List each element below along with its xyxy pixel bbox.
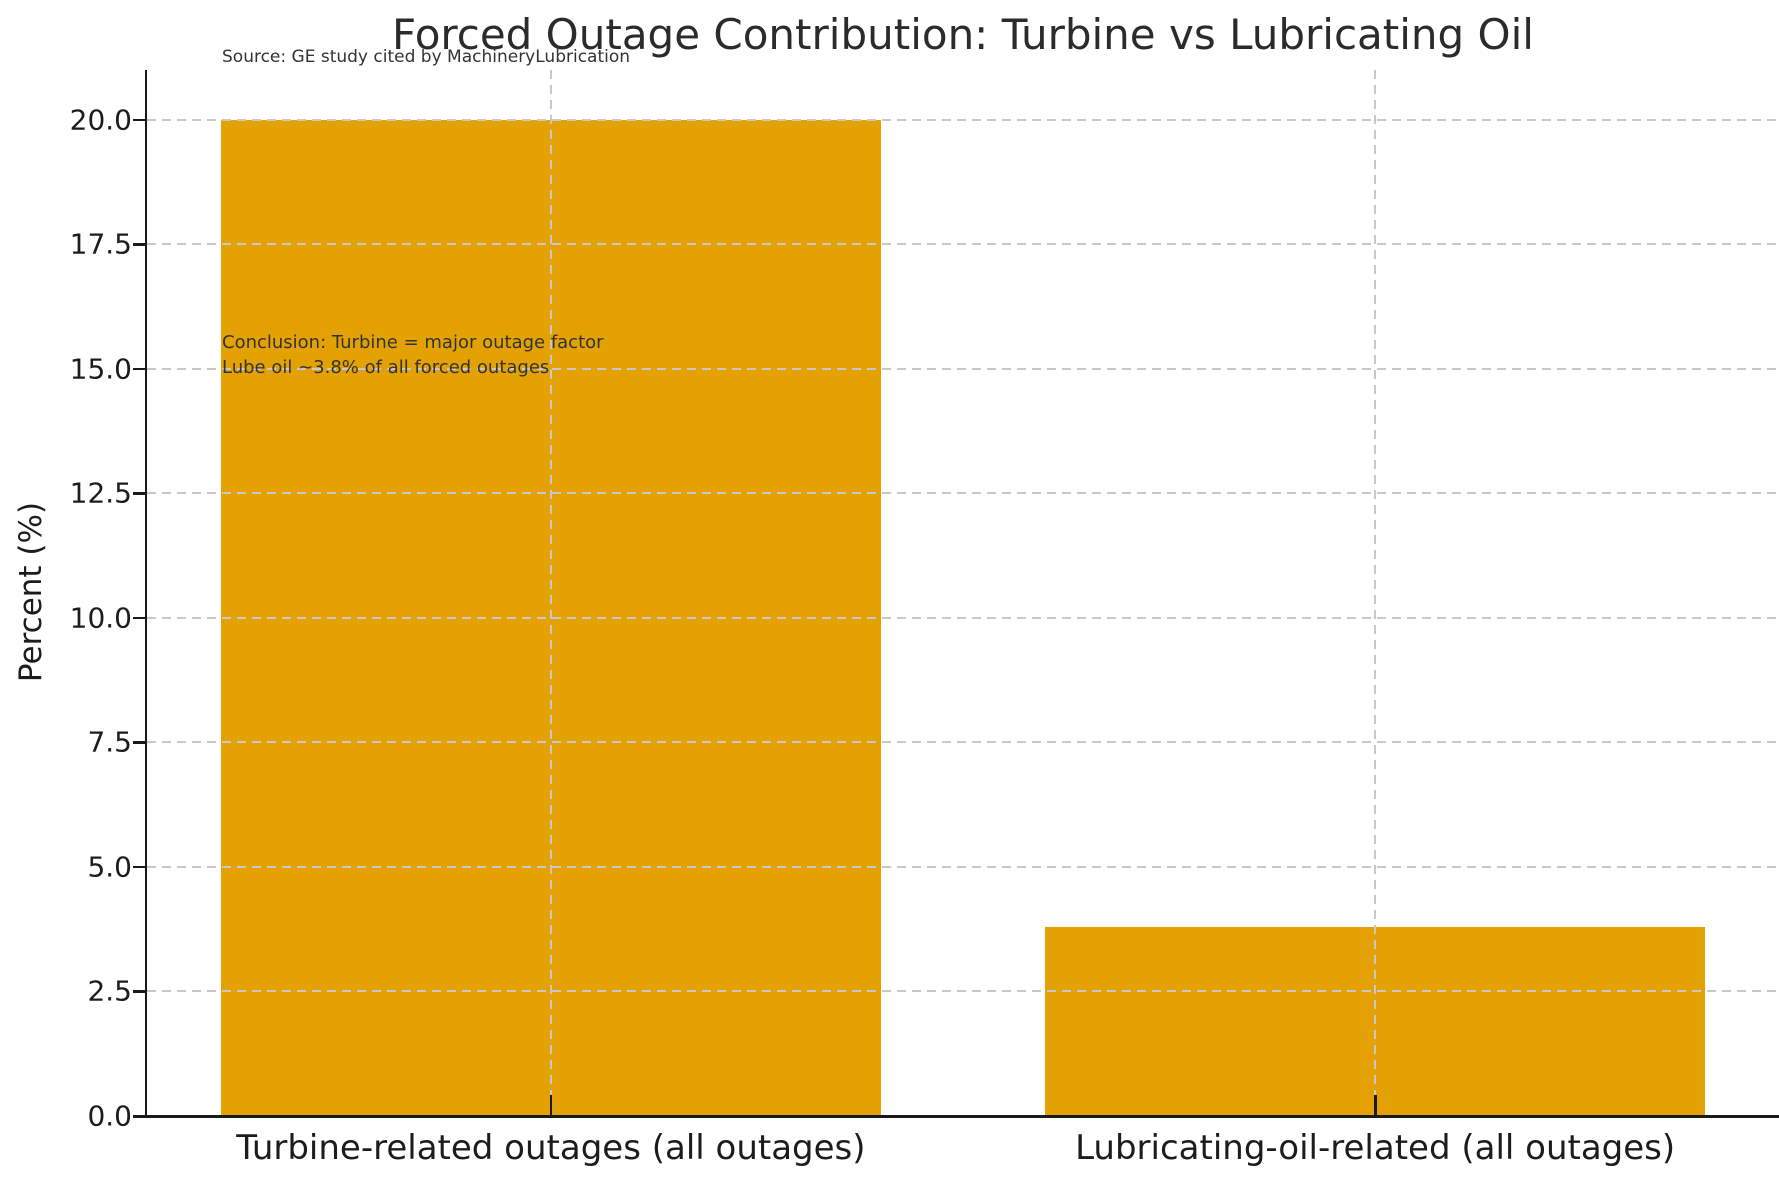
h-gridline [147,243,1779,246]
y-tick-mark [132,118,145,122]
chart-title: Forced Outage Contribution: Turbine vs L… [392,10,1534,59]
y-axis-label: Percent (%) [13,501,49,683]
y-tick-label: 5.0 [87,850,132,884]
y-tick-mark [132,243,145,246]
annotation-line: Conclusion: Turbine = major outage facto… [222,332,604,353]
h-gridline [147,616,1779,619]
y-tick-mark [132,1115,145,1118]
y-tick-label: 17.5 [69,227,132,261]
h-gridline [147,118,1779,121]
x-tick-label: Lubricating-oil-related (all outages) [1075,1128,1676,1168]
v-gridline [549,70,552,1116]
y-axis-spine [144,70,147,1116]
y-tick-label: 0.0 [87,1099,132,1133]
annotation-line: Lube oil ~3.8% of all forced outages [222,357,550,378]
y-tick-mark [132,865,145,869]
x-axis-spine [144,1115,1779,1118]
x-tick-mark [1374,1095,1377,1115]
source-note: Source: GE study cited by MachineryLubri… [222,47,631,67]
h-gridline [147,741,1779,744]
y-tick-mark [132,367,145,371]
y-tick-mark [132,492,145,495]
h-gridline [147,990,1779,993]
chart-annotation: Conclusion: Turbine = major outage facto… [222,330,604,380]
y-tick-label: 12.5 [69,476,132,510]
h-gridline [147,865,1779,868]
x-tick-label: Turbine-related outages (all outages) [236,1128,866,1168]
y-tick-label: 2.5 [87,974,132,1008]
y-tick-label: 10.0 [69,601,132,635]
h-gridline [147,492,1779,495]
h-gridline [147,367,1779,370]
y-tick-mark [132,616,145,620]
y-tick-label: 20.0 [69,103,132,137]
y-tick-label: 15.0 [69,352,132,386]
x-tick-mark [549,1095,553,1115]
y-tick-mark [132,990,145,993]
y-tick-mark [132,741,145,744]
v-gridline [1374,70,1377,1116]
y-tick-label: 7.5 [87,725,132,759]
